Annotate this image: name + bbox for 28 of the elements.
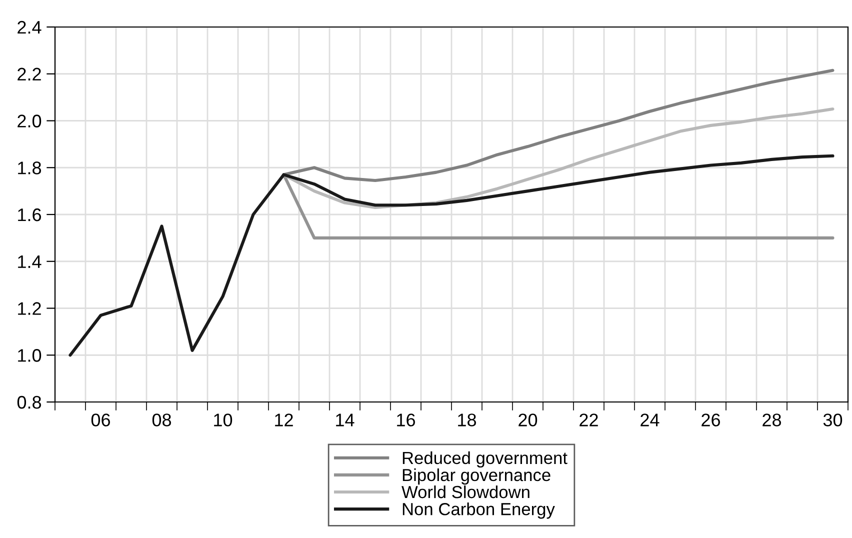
y-tick-label: 0.8 [17, 396, 42, 409]
legend-label: Non Carbon Energy [402, 502, 555, 519]
y-tick-label: 1.0 [18, 349, 42, 362]
x-tick-label: 14 [336, 414, 354, 426]
x-tick-label: 24 [640, 414, 660, 426]
y-tick-label: 2.2 [18, 68, 41, 80]
line-series [282, 68, 834, 182]
x-tick-label: 06 [91, 414, 110, 426]
x-tick-label: 12 [275, 414, 293, 426]
x-tick-label: 08 [152, 414, 172, 426]
x-tick-label: 20 [518, 414, 538, 426]
x-tick-label: 26 [702, 414, 720, 426]
y-tick-label: 1.2 [18, 302, 41, 315]
y-tick-label: 2.4 [18, 20, 42, 34]
legend-label: Bipolar governance [402, 468, 550, 485]
x-tick-label: 16 [397, 414, 415, 426]
legend-label: Reduced government [402, 451, 568, 468]
x-tick-label: 18 [458, 414, 476, 426]
legend-label: World Slowdown [402, 485, 530, 498]
x-tick-label: 22 [580, 414, 598, 426]
y-tick-label: 1.4 [18, 255, 42, 268]
x-tick-label: 28 [762, 414, 782, 426]
y-tick-label: 1.8 [18, 162, 42, 174]
y-tick-label: 1.6 [18, 208, 42, 222]
y-tick-label: 2.0 [18, 114, 42, 128]
x-tick-label: 30 [823, 414, 842, 426]
line-series [68, 154, 834, 357]
x-tick-label: 10 [214, 414, 232, 426]
